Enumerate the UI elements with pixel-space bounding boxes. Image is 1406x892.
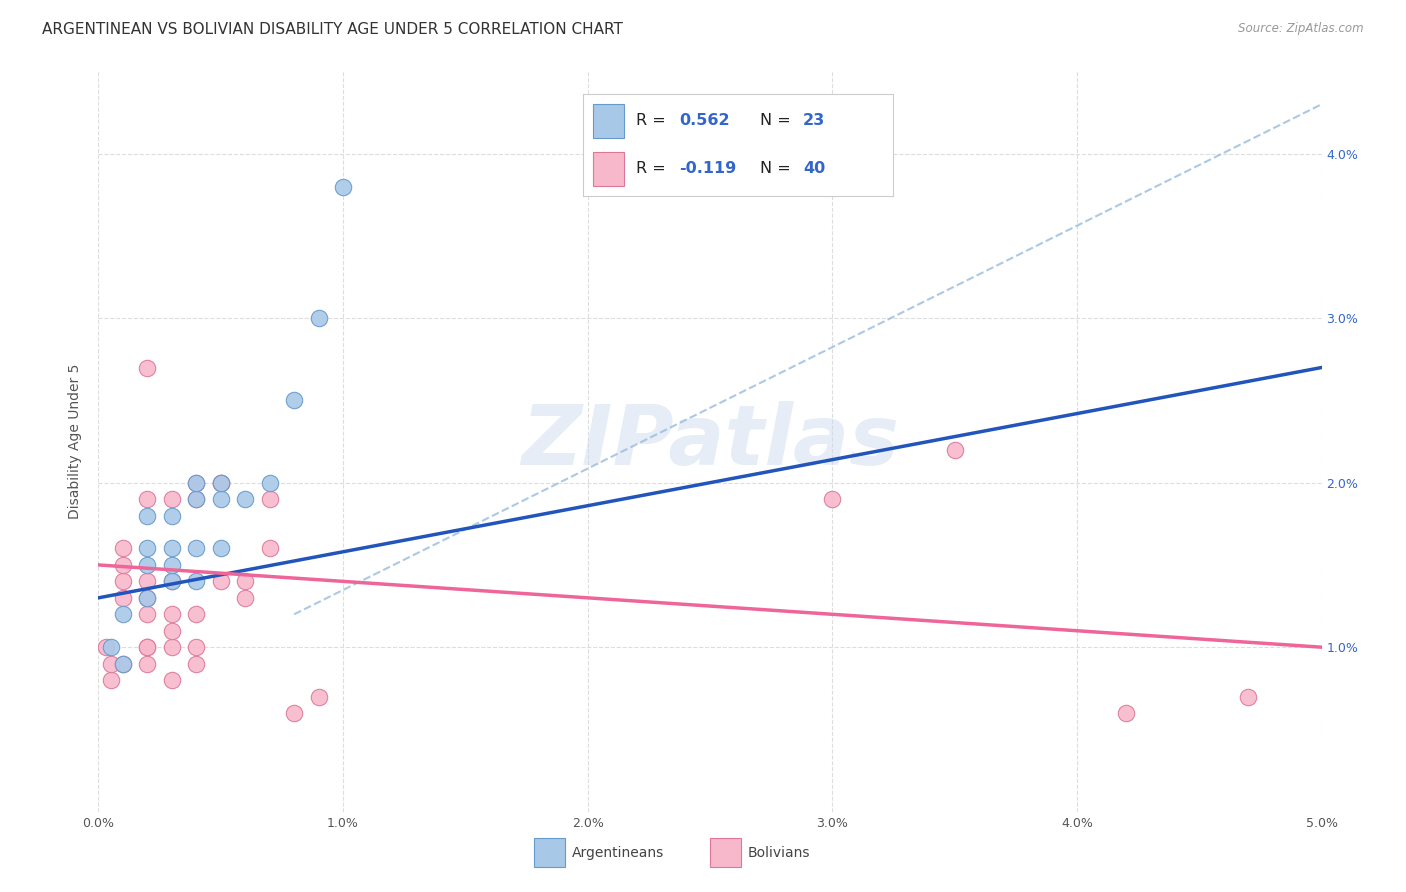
Point	[186, 607, 208, 622]
Point	[209, 475, 232, 490]
Point	[136, 591, 159, 605]
Point	[283, 706, 305, 720]
Point	[136, 541, 159, 556]
Text: 40: 40	[803, 161, 825, 176]
Point	[136, 574, 159, 589]
Point	[209, 475, 232, 490]
Text: N =: N =	[759, 161, 796, 176]
Point	[186, 492, 208, 507]
Point	[233, 574, 256, 589]
Point	[160, 624, 183, 638]
Point	[186, 657, 208, 671]
Point	[821, 492, 844, 507]
Point	[259, 492, 281, 507]
Point	[160, 640, 183, 655]
Point	[136, 591, 159, 605]
Point	[332, 179, 354, 194]
Point	[136, 558, 159, 572]
Point	[209, 541, 232, 556]
Point	[308, 311, 330, 326]
Point	[259, 541, 281, 556]
Text: ARGENTINEAN VS BOLIVIAN DISABILITY AGE UNDER 5 CORRELATION CHART: ARGENTINEAN VS BOLIVIAN DISABILITY AGE U…	[42, 22, 623, 37]
Text: Bolivians: Bolivians	[748, 846, 810, 860]
Point	[160, 492, 183, 507]
Point	[186, 475, 208, 490]
Point	[1237, 690, 1260, 704]
Point	[209, 492, 232, 507]
Point	[186, 574, 208, 589]
Point	[160, 574, 183, 589]
Point	[283, 393, 305, 408]
Point	[160, 607, 183, 622]
Point	[160, 673, 183, 687]
Text: Source: ZipAtlas.com: Source: ZipAtlas.com	[1239, 22, 1364, 36]
Point	[111, 558, 134, 572]
Text: ZIPatlas: ZIPatlas	[522, 401, 898, 482]
Point	[1115, 706, 1137, 720]
Point	[136, 508, 159, 523]
Point	[100, 673, 122, 687]
Point	[111, 607, 134, 622]
Point	[160, 541, 183, 556]
Text: Argentineans: Argentineans	[572, 846, 665, 860]
Point	[136, 640, 159, 655]
Point	[308, 690, 330, 704]
Point	[233, 492, 256, 507]
Text: -0.119: -0.119	[679, 161, 737, 176]
Point	[94, 640, 117, 655]
Point	[111, 541, 134, 556]
Point	[943, 442, 966, 457]
Point	[100, 640, 122, 655]
Text: N =: N =	[759, 112, 796, 128]
Point	[111, 657, 134, 671]
Point	[136, 492, 159, 507]
Point	[160, 508, 183, 523]
Text: R =: R =	[636, 112, 671, 128]
Point	[186, 475, 208, 490]
Point	[209, 574, 232, 589]
Point	[111, 574, 134, 589]
Point	[136, 360, 159, 375]
Point	[136, 657, 159, 671]
Point	[186, 640, 208, 655]
Y-axis label: Disability Age Under 5: Disability Age Under 5	[69, 364, 83, 519]
Text: R =: R =	[636, 161, 671, 176]
Point	[136, 640, 159, 655]
Point	[160, 558, 183, 572]
Point	[233, 591, 256, 605]
Text: 23: 23	[803, 112, 825, 128]
Point	[136, 607, 159, 622]
Point	[259, 475, 281, 490]
Bar	[593, 104, 624, 137]
Point	[100, 657, 122, 671]
Text: 0.562: 0.562	[679, 112, 730, 128]
Point	[186, 492, 208, 507]
Point	[160, 574, 183, 589]
Point	[111, 591, 134, 605]
Point	[209, 475, 232, 490]
Point	[111, 657, 134, 671]
Point	[186, 541, 208, 556]
Bar	[593, 153, 624, 186]
